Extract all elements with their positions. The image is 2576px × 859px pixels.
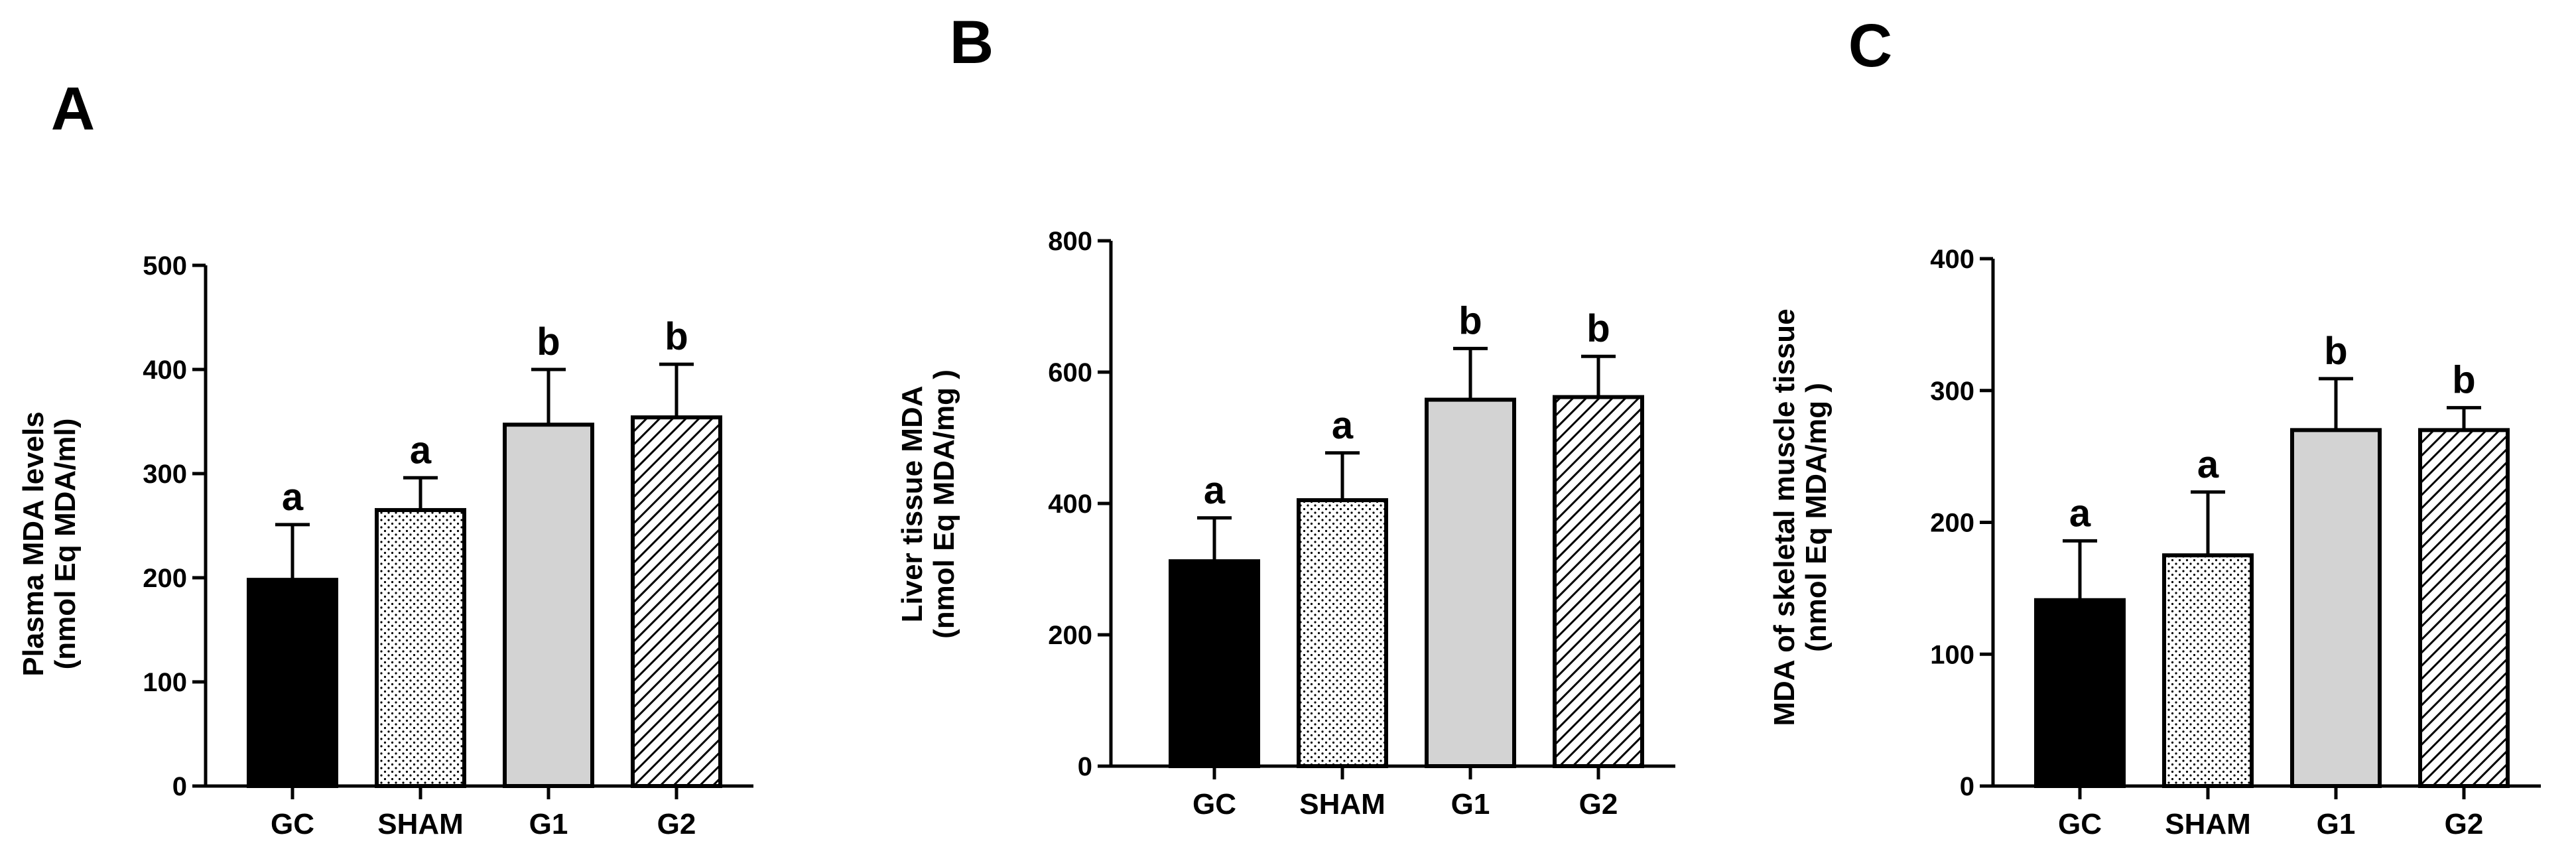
y-tick-label: 0 (172, 772, 187, 801)
significance-label: a (1204, 469, 1226, 512)
x-category-label: GC (2058, 808, 2102, 840)
y-tick-label: 100 (1930, 640, 1974, 669)
x-category-label: GC (1192, 788, 1236, 821)
x-category-label: G1 (1451, 788, 1490, 821)
significance-label: b (537, 320, 560, 363)
x-category-label: G1 (2317, 808, 2356, 840)
chart-panel-a: A 0 100 200 300 400 500 Plasma MDA levels (nmol … (17, 75, 753, 840)
significance-label: b (2452, 359, 2475, 402)
bar-sham (1297, 498, 1388, 768)
bar-g1 (2290, 428, 2382, 788)
significance-label: b (2324, 330, 2347, 373)
significance-label: b (1458, 299, 1482, 342)
panel-letter: B (950, 9, 994, 76)
significance-label: a (2069, 492, 2091, 535)
bar-gc (247, 578, 338, 788)
x-category-label: SHAM (2165, 808, 2251, 840)
y-axis-title-line: (nmol Eq MDA/mg ) (1800, 383, 1833, 652)
x-category-label: G2 (2445, 808, 2484, 840)
y-axis-title-line: Plasma MDA levels (17, 411, 50, 676)
bar-g2 (1553, 395, 1644, 768)
chart-panel-c: C 0 100 200 300 400 MDA of skeletal muscle tis… (1768, 12, 2541, 840)
significance-label: b (665, 315, 688, 358)
bar-sham (2162, 553, 2254, 788)
bar-g1 (503, 423, 594, 788)
y-axis-title-line: (nmol Eq MDA/ml) (49, 419, 82, 670)
y-tick-label: 100 (143, 668, 187, 697)
y-tick-label: 200 (1930, 509, 1974, 538)
panel-letter: C (1848, 12, 1892, 80)
bar-g2 (2418, 428, 2510, 788)
significance-label: a (282, 476, 304, 519)
x-category-label: GC (271, 808, 314, 840)
panel-letter: A (51, 75, 95, 143)
y-tick-label: 400 (1930, 245, 1974, 274)
y-tick-label: 400 (1048, 490, 1092, 519)
y-axis-title-line: Liver tissue MDA (896, 386, 929, 623)
x-category-label: G1 (529, 808, 568, 840)
y-tick-label: 300 (1930, 377, 1974, 406)
y-tick-label: 0 (1078, 752, 1092, 781)
y-tick-label: 200 (1048, 621, 1092, 650)
y-tick-label: 400 (143, 356, 187, 385)
y-tick-label: 0 (1960, 772, 1974, 801)
significance-label: a (410, 429, 432, 472)
x-category-label: SHAM (377, 808, 464, 840)
significance-label: a (1332, 404, 1354, 447)
y-tick-label: 500 (143, 251, 187, 281)
significance-label: b (1586, 307, 1610, 350)
chart-panel-b: B 0 200 400 600 800 Liver tissue MDA (nmol Eq M… (896, 9, 1675, 821)
bar-gc (2034, 598, 2126, 788)
significance-label: a (2197, 443, 2219, 486)
y-axis-title-line: (nmol Eq MDA/mg ) (928, 369, 960, 639)
bar-gc (1169, 559, 1260, 768)
x-category-label: SHAM (1299, 788, 1385, 821)
x-category-label: G2 (657, 808, 696, 840)
y-tick-label: 200 (143, 564, 187, 593)
y-tick-label: 600 (1048, 358, 1092, 387)
bar-sham (375, 507, 466, 788)
y-axis-title-line: MDA of skeletal muscle tissue (1768, 308, 1801, 726)
x-category-label: G2 (1579, 788, 1618, 821)
y-tick-label: 300 (143, 460, 187, 489)
bar-g2 (631, 415, 722, 788)
y-tick-label: 800 (1048, 227, 1092, 256)
bar-g1 (1425, 397, 1516, 768)
